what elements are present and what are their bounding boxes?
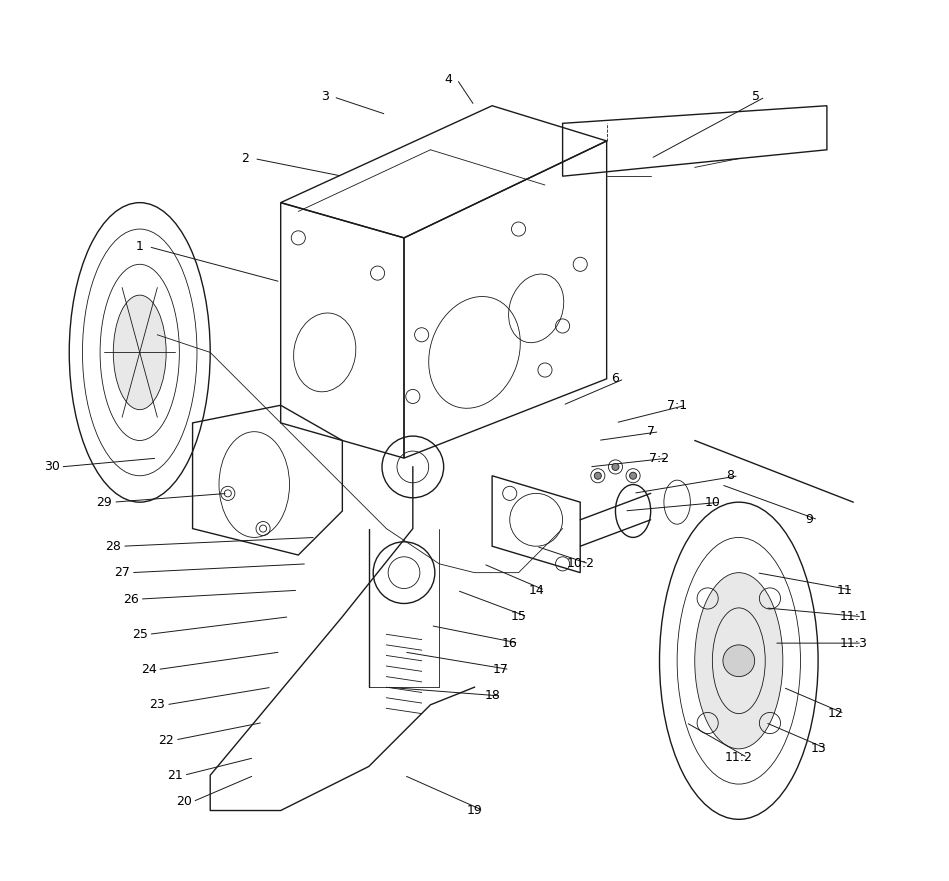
Text: 7:2: 7:2 <box>649 452 670 464</box>
Text: 21: 21 <box>167 769 183 781</box>
Text: 23: 23 <box>149 699 165 711</box>
Text: 28: 28 <box>105 540 121 552</box>
Text: 17: 17 <box>493 663 509 676</box>
Text: 1: 1 <box>136 241 143 253</box>
Text: 10: 10 <box>704 496 720 508</box>
Circle shape <box>594 472 602 479</box>
Text: 18: 18 <box>484 690 500 702</box>
Ellipse shape <box>695 573 783 749</box>
Text: 22: 22 <box>158 734 174 746</box>
Text: 4: 4 <box>444 73 452 85</box>
Text: 27: 27 <box>114 566 130 579</box>
Text: 13: 13 <box>810 743 826 755</box>
Ellipse shape <box>113 295 166 410</box>
Text: 20: 20 <box>176 796 192 808</box>
Text: 29: 29 <box>97 496 112 508</box>
Text: 15: 15 <box>511 611 527 623</box>
Text: 11:1: 11:1 <box>840 611 867 623</box>
Text: 19: 19 <box>467 804 482 817</box>
Text: 11: 11 <box>837 584 852 596</box>
Text: 26: 26 <box>123 593 139 605</box>
Text: 12: 12 <box>828 707 844 720</box>
Text: 3: 3 <box>321 91 328 103</box>
Text: 11:3: 11:3 <box>840 637 867 649</box>
Text: 11:2: 11:2 <box>725 751 753 764</box>
Circle shape <box>629 472 637 479</box>
Text: 6: 6 <box>611 373 620 385</box>
Text: 9: 9 <box>806 514 813 526</box>
Text: 24: 24 <box>140 663 157 676</box>
Text: 7: 7 <box>646 426 655 438</box>
Text: 8: 8 <box>726 470 734 482</box>
Text: 7:1: 7:1 <box>667 399 687 411</box>
Circle shape <box>612 463 619 470</box>
Text: 25: 25 <box>132 628 148 640</box>
Text: 10:2: 10:2 <box>567 558 594 570</box>
Text: 14: 14 <box>529 584 544 596</box>
Circle shape <box>723 645 754 677</box>
Text: 5: 5 <box>753 91 760 103</box>
Text: 16: 16 <box>502 637 517 649</box>
Text: 30: 30 <box>44 461 60 473</box>
Text: 2: 2 <box>241 152 250 165</box>
